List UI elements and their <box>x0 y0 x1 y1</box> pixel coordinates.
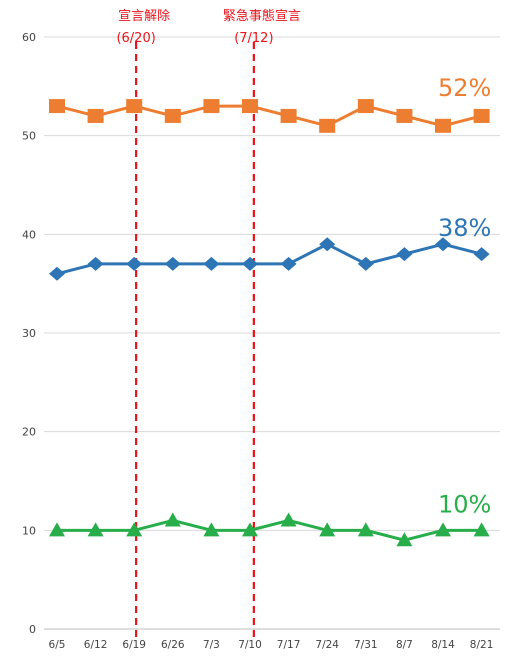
data-point <box>203 99 220 114</box>
data-point <box>435 522 451 537</box>
x-tick-label: 7/3 <box>203 639 220 651</box>
data-point <box>396 247 413 262</box>
data-point <box>87 256 104 271</box>
data-point <box>164 256 181 271</box>
series-line <box>56 104 482 128</box>
data-point <box>49 99 65 114</box>
data-point <box>357 99 374 114</box>
data-point <box>126 256 143 271</box>
data-point <box>280 512 297 527</box>
data-point <box>280 256 297 271</box>
annotation-lines: 宣言解除 (6/20) 緊急事態宣言 (7/12) <box>116 8 301 638</box>
data-point <box>126 99 143 114</box>
data-point <box>319 237 336 252</box>
y-tick-label: 20 <box>22 426 36 439</box>
x-tick-label: 6/5 <box>49 639 66 651</box>
data-point <box>396 108 413 123</box>
series-line <box>57 518 482 542</box>
x-tick-label: 6/26 <box>161 639 185 651</box>
data-point <box>164 108 181 123</box>
annotation-label: 緊急事態宣言 <box>223 8 301 24</box>
data-point <box>87 522 104 537</box>
data-point <box>203 256 220 271</box>
data-point <box>435 118 451 133</box>
data-point <box>357 522 374 537</box>
x-tick-label: 7/31 <box>354 639 378 651</box>
y-tick-label: 0 <box>29 623 36 636</box>
y-axis-ticks: 0 10 20 30 40 50 60 <box>22 31 36 636</box>
x-tick-label: 7/10 <box>238 639 262 651</box>
annotation-sublabel: (7/12) <box>234 31 273 46</box>
annotation-sublabel: (6/20) <box>116 31 155 46</box>
series-end-label: 52% <box>438 74 491 102</box>
data-point <box>242 99 258 114</box>
series-end-label: 38% <box>438 214 491 242</box>
data-point <box>435 237 451 252</box>
y-tick-label: 50 <box>22 130 36 143</box>
gridlines <box>44 36 500 630</box>
x-axis-ticks: 6/5 6/12 6/19 6/26 7/3 7/10 7/17 7/24 7/31 8/7 8/1… <box>49 639 494 651</box>
data-point <box>473 247 490 262</box>
series-line <box>56 242 482 276</box>
y-tick-label: 60 <box>22 31 36 44</box>
x-tick-label: 8/7 <box>396 639 413 651</box>
data-point <box>473 108 490 123</box>
data-point <box>49 522 65 537</box>
data-point <box>242 522 258 537</box>
x-tick-label: 6/19 <box>122 639 146 651</box>
x-tick-label: 7/17 <box>277 639 301 651</box>
series-end-label: 10% <box>438 490 491 518</box>
data-point <box>396 532 413 547</box>
annotation-label: 宣言解除 <box>118 8 170 24</box>
y-tick-label: 10 <box>22 524 36 537</box>
series-group <box>49 99 490 547</box>
data-point <box>280 108 297 123</box>
x-tick-label: 6/12 <box>84 639 108 651</box>
x-tick-label: 7/24 <box>315 639 339 651</box>
data-point <box>203 522 220 537</box>
data-point <box>126 522 143 537</box>
data-point <box>319 118 336 133</box>
data-point <box>242 256 258 271</box>
x-tick-label: 8/21 <box>470 639 494 651</box>
end-labels: 52% 38% 10% <box>438 74 491 518</box>
data-point <box>49 266 65 281</box>
data-point <box>164 512 181 527</box>
data-point <box>473 522 490 537</box>
y-tick-label: 40 <box>22 228 36 241</box>
x-tick-label: 8/14 <box>431 639 455 651</box>
data-point <box>319 522 336 537</box>
data-point <box>357 256 374 271</box>
data-point <box>87 108 104 123</box>
y-tick-label: 30 <box>22 327 36 340</box>
